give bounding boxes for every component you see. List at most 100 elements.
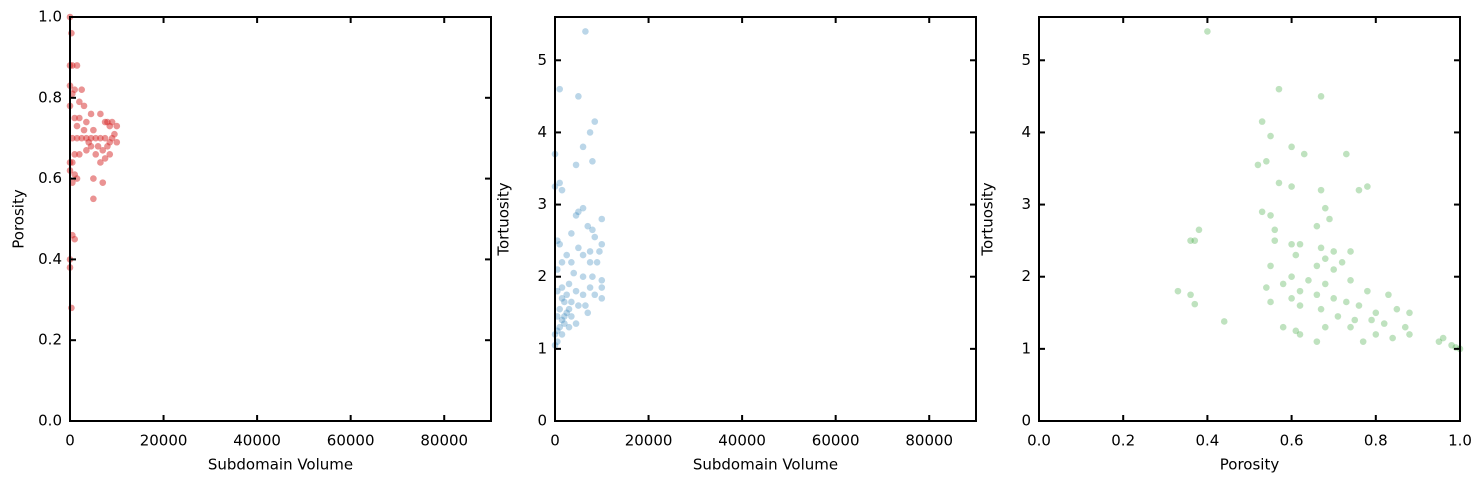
point <box>591 233 599 241</box>
point <box>1406 331 1413 338</box>
point <box>1313 338 1321 345</box>
point <box>575 93 582 100</box>
point <box>579 143 587 151</box>
point <box>101 134 109 142</box>
point <box>1258 208 1266 216</box>
point <box>1288 143 1295 151</box>
subplot: 0 20000 40000 60000 80000 0.0 0.2 0.4 0.6 0.8 1.0 S… <box>10 8 492 474</box>
x-tick-label: 80000 <box>905 432 953 450</box>
point <box>1267 298 1274 306</box>
y-tick-label: 0 <box>1021 412 1031 430</box>
point <box>1267 132 1274 140</box>
point <box>71 86 78 94</box>
point <box>558 258 566 266</box>
point <box>596 248 603 255</box>
point <box>1191 237 1199 244</box>
point <box>90 195 97 203</box>
point <box>1330 248 1337 255</box>
subplot: 0 20000 40000 60000 80000 0 1 2 3 4 5 Subdomain Vol… <box>495 16 977 474</box>
point <box>586 248 594 255</box>
point <box>73 62 81 69</box>
y-axis-label: Tortuosity <box>495 182 513 256</box>
point <box>1334 313 1342 320</box>
point <box>558 295 566 302</box>
point <box>1267 212 1274 219</box>
point <box>582 28 589 35</box>
point <box>99 179 107 186</box>
point <box>1326 215 1333 223</box>
point <box>1292 327 1300 335</box>
x-tick-label: 0.8 <box>1364 432 1388 450</box>
point <box>104 118 111 126</box>
point <box>575 208 582 216</box>
point <box>1401 323 1409 331</box>
point <box>598 277 606 284</box>
point <box>579 273 587 281</box>
y-tick-label: 1 <box>537 339 547 357</box>
point <box>108 134 116 142</box>
x-tick-label: 0 <box>550 432 560 450</box>
subplot: 0.0 0.2 0.4 0.6 0.8 1.0 0 1 2 3 4 5 Porosity Tortuosi… <box>979 16 1472 474</box>
point <box>558 316 566 324</box>
x-axis-label: Subdomain Volume <box>693 456 838 474</box>
point <box>584 309 592 317</box>
point <box>593 258 601 266</box>
point <box>586 258 594 266</box>
point <box>90 175 97 182</box>
point <box>76 114 83 122</box>
point <box>556 323 563 331</box>
point <box>90 126 97 134</box>
point <box>1351 316 1359 324</box>
x-tick-label: 20000 <box>625 432 673 450</box>
point <box>572 287 580 295</box>
point <box>1288 183 1295 190</box>
y-tick-label: 2 <box>1021 267 1031 285</box>
point <box>598 240 606 248</box>
point <box>1364 287 1371 295</box>
point <box>1343 298 1350 306</box>
point <box>1187 237 1194 244</box>
point <box>1355 302 1363 309</box>
point <box>598 295 606 302</box>
y-tick-label: 1.0 <box>38 8 62 26</box>
point <box>1448 341 1455 349</box>
point <box>104 142 111 150</box>
point <box>1263 157 1270 165</box>
x-tick-label: 20000 <box>140 432 188 450</box>
point <box>73 122 81 130</box>
point <box>565 305 573 313</box>
point <box>1321 204 1329 212</box>
point <box>97 159 104 166</box>
point <box>94 142 102 150</box>
point <box>1321 280 1329 288</box>
point <box>1347 323 1354 331</box>
point <box>97 110 104 118</box>
y-tick-label: 0.2 <box>38 331 62 349</box>
point <box>76 151 83 158</box>
point <box>1187 291 1194 299</box>
point <box>113 138 121 146</box>
point <box>83 118 90 126</box>
point <box>1330 266 1337 273</box>
point <box>106 151 114 158</box>
point <box>598 284 606 291</box>
x-axis-label: Subdomain Volume <box>208 456 353 474</box>
point <box>568 258 575 266</box>
point <box>575 244 582 252</box>
point <box>572 212 580 219</box>
point <box>1174 287 1182 295</box>
point <box>1321 255 1329 262</box>
x-tick-label: 40000 <box>233 432 281 450</box>
x-tick-label: 60000 <box>327 432 375 450</box>
point <box>575 302 582 309</box>
point <box>1355 186 1363 194</box>
point <box>1435 338 1443 345</box>
y-axis-label: Porosity <box>10 189 28 249</box>
point <box>1258 118 1266 125</box>
x-tick-label: 0.6 <box>1280 432 1304 450</box>
y-tick-label: 4 <box>537 123 547 141</box>
point <box>556 85 563 93</box>
point <box>558 284 566 291</box>
point <box>71 151 78 158</box>
y-tick-label: 3 <box>537 195 547 213</box>
